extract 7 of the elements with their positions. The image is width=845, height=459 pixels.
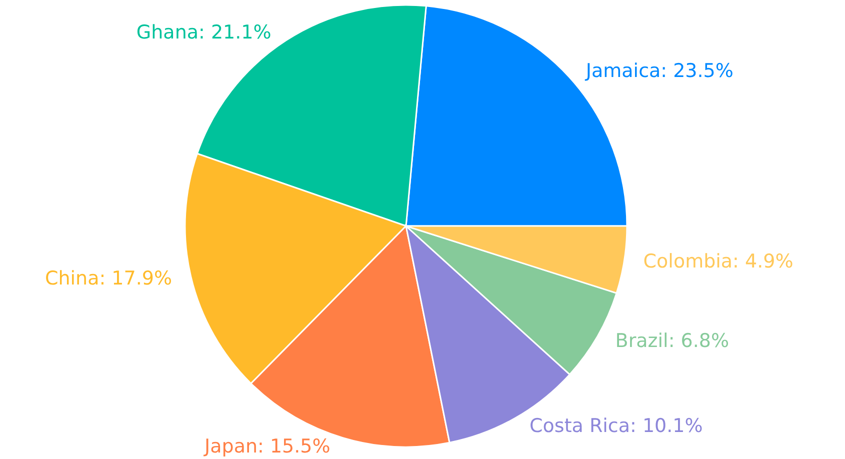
slice-label: Jamaica: 23.5% <box>584 60 734 82</box>
slice-label: Brazil: 6.8% <box>615 330 730 352</box>
slice-label: Japan: 15.5% <box>204 435 330 458</box>
slice-label: Colombia: 4.9% <box>643 250 794 272</box>
slice-label: Costa Rica: 10.1% <box>530 415 703 438</box>
slice-label: Ghana: 21.1% <box>136 22 272 44</box>
slice-label: China: 17.9% <box>44 267 172 290</box>
